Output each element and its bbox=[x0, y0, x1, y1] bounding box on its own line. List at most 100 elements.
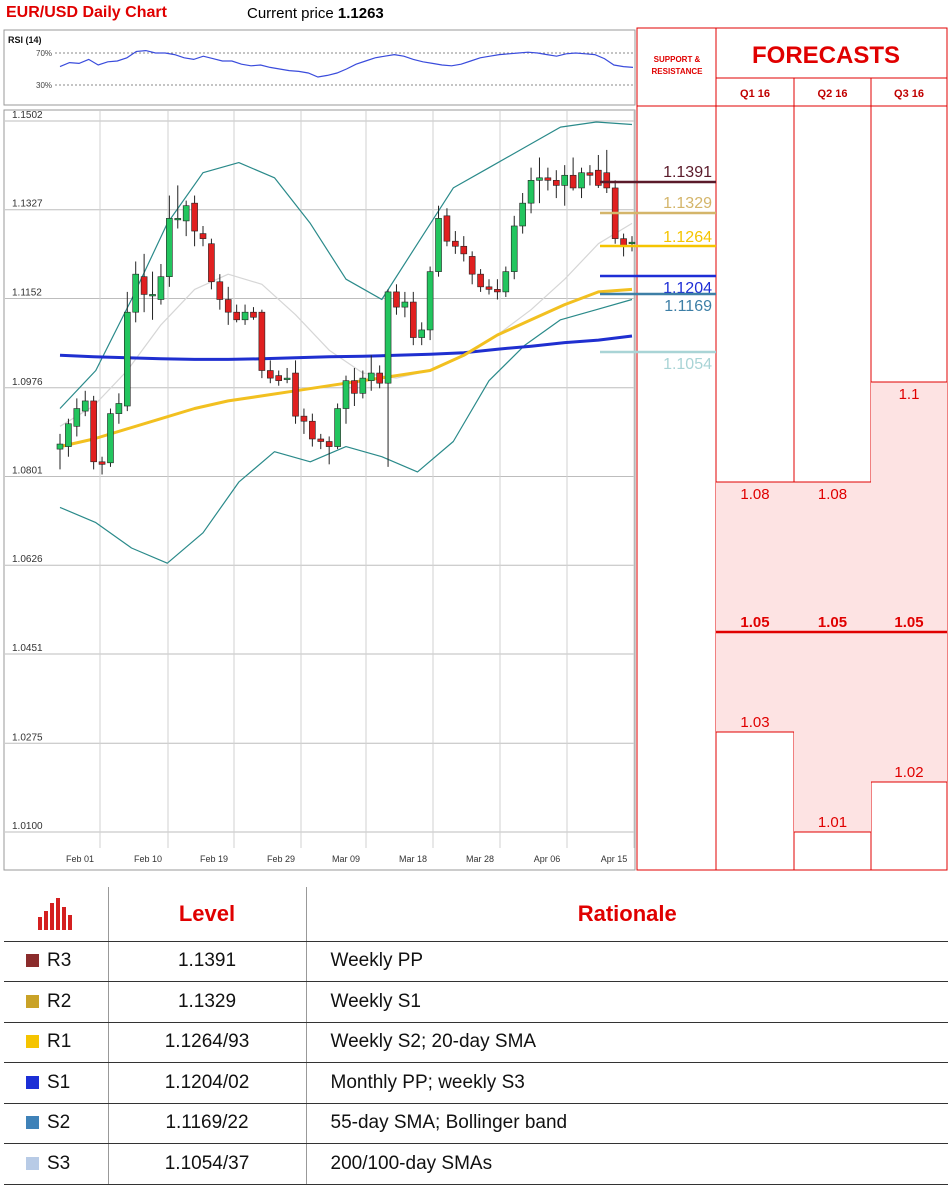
candle-body bbox=[107, 413, 114, 464]
table-row: R2 1.1329 Weekly S1 bbox=[4, 981, 948, 1023]
level-name-cell: R3 bbox=[4, 941, 109, 982]
candle-body bbox=[115, 403, 123, 414]
chart-title: EUR/USD Daily Chart bbox=[6, 4, 167, 21]
level-rationale: 55-day SMA; Bollinger band bbox=[306, 1103, 948, 1144]
candle-body bbox=[98, 461, 106, 465]
candle-body bbox=[292, 372, 299, 417]
candle-body bbox=[435, 218, 442, 272]
forecast-low-value: 1.01 bbox=[818, 814, 847, 831]
level-rationale: Weekly PP bbox=[306, 941, 948, 982]
candle-body bbox=[359, 377, 367, 394]
sr-level-value: 1.1054 bbox=[663, 356, 712, 373]
candle-body bbox=[157, 276, 165, 300]
sma-20-line bbox=[59, 222, 633, 427]
candle-body bbox=[586, 172, 594, 176]
candle-body bbox=[174, 218, 182, 221]
candle-body bbox=[393, 291, 400, 308]
x-tick-label: Mar 09 bbox=[332, 854, 360, 864]
y-tick-label: 1.0100 bbox=[12, 821, 43, 832]
level-rationale: Monthly PP; weekly S3 bbox=[306, 1062, 948, 1104]
table-header-row: Level Rationale bbox=[4, 887, 948, 942]
rsi-line bbox=[59, 49, 634, 78]
candle-body bbox=[595, 169, 602, 186]
levels-table: Level Rationale R3 1.1391 Weekly PP R2 1.132… bbox=[4, 887, 948, 1185]
price-panel: 1.1502 1.1327 1.1152 1.0976 1.0801 1.0626 1.04… bbox=[3, 109, 636, 871]
forecast-range-q2-16 bbox=[794, 482, 871, 832]
candle-body bbox=[418, 329, 426, 338]
candle-body bbox=[578, 172, 585, 189]
current-price-label: Current price bbox=[247, 5, 334, 22]
level-name-cell: R2 bbox=[4, 981, 109, 1023]
sr-level-value: 1.1391 bbox=[663, 164, 712, 181]
level-name: R3 bbox=[47, 950, 72, 972]
candle-body bbox=[149, 294, 156, 297]
level-value: 1.1391 bbox=[108, 941, 307, 982]
level-rationale: Weekly S1 bbox=[306, 981, 948, 1023]
forecast-mid-value: 1.05 bbox=[818, 614, 847, 631]
candle-body bbox=[342, 380, 350, 409]
table-row: R3 1.1391 Weekly PP bbox=[4, 941, 948, 982]
eurusd-chart: RSI (14) 70% 30% 1.1502 1.1327 1.1152 1.097… bbox=[3, 27, 948, 871]
level-name-cell: S1 bbox=[4, 1062, 109, 1104]
forecasts-title: FORECASTS bbox=[752, 42, 900, 69]
candle-body bbox=[376, 372, 383, 384]
x-tick-label: Apr 15 bbox=[601, 854, 628, 864]
level-name: S2 bbox=[47, 1112, 71, 1134]
candle-body bbox=[443, 215, 451, 242]
candle-body bbox=[258, 311, 266, 371]
candle-body bbox=[73, 408, 81, 427]
forecast-range-q1-16 bbox=[716, 482, 794, 732]
level-color-swatch bbox=[26, 1035, 39, 1049]
candle-body bbox=[309, 420, 316, 440]
x-tick-label: Apr 06 bbox=[534, 854, 561, 864]
level-value: 1.1329 bbox=[108, 981, 307, 1023]
forecast-low-value: 1.02 bbox=[894, 764, 923, 781]
forecast-mid-value: 1.05 bbox=[894, 614, 923, 631]
candle-body bbox=[81, 400, 89, 412]
forecast-high-value: 1.1 bbox=[899, 386, 920, 403]
level-color-swatch bbox=[26, 1075, 39, 1089]
level-value: 1.1169/22 bbox=[108, 1103, 307, 1144]
level-value: 1.1204/02 bbox=[108, 1062, 307, 1104]
forecast-high-value: 1.08 bbox=[740, 486, 769, 503]
y-tick-label: 1.0275 bbox=[12, 732, 43, 743]
candle-body bbox=[460, 245, 468, 255]
forecast-column-label: Q2 16 bbox=[818, 88, 848, 100]
level-name-cell: S3 bbox=[4, 1143, 109, 1185]
y-tick-label: 1.0626 bbox=[12, 554, 43, 565]
rsi-level-70: 70% bbox=[36, 49, 52, 58]
x-tick-label: Feb 29 bbox=[267, 854, 295, 864]
y-tick-label: 1.0976 bbox=[12, 377, 43, 388]
level-color-swatch bbox=[26, 1116, 39, 1130]
x-tick-label: Feb 01 bbox=[66, 854, 94, 864]
rsi-level-30: 30% bbox=[36, 81, 52, 90]
candle-body bbox=[494, 289, 501, 293]
forecast-panel: FORECASTS SUPPORT & RESISTANCE Q1 16 1.08… bbox=[600, 27, 948, 871]
candle-body bbox=[56, 443, 64, 450]
forecast-low-value: 1.03 bbox=[740, 714, 769, 731]
forecast-high-value: 1.08 bbox=[818, 486, 847, 503]
level-color-swatch bbox=[26, 1156, 39, 1170]
rationale-header: Rationale bbox=[306, 887, 948, 942]
candle-body bbox=[519, 202, 526, 227]
candle-body bbox=[275, 375, 283, 381]
candle-body bbox=[536, 177, 543, 181]
levels-table-grid: Level Rationale R3 1.1391 Weekly PP R2 1.132… bbox=[4, 887, 948, 1185]
candle-body bbox=[351, 380, 358, 394]
candle-body bbox=[603, 172, 611, 189]
x-tick-label: Feb 19 bbox=[200, 854, 228, 864]
candle-body bbox=[90, 400, 97, 463]
level-name: S1 bbox=[47, 1071, 71, 1093]
level-rationale: Weekly S2; 20-day SMA bbox=[306, 1022, 948, 1063]
level-name: R1 bbox=[47, 1031, 72, 1053]
x-tick-label: Mar 28 bbox=[466, 854, 494, 864]
table-header-icon-cell bbox=[4, 887, 109, 942]
candle-body bbox=[628, 241, 636, 245]
level-name-cell: S2 bbox=[4, 1103, 109, 1144]
candle-body bbox=[452, 240, 459, 247]
current-price-value: 1.1263 bbox=[337, 5, 384, 22]
candle-body bbox=[510, 225, 518, 272]
candle-body bbox=[426, 271, 434, 331]
candle-body bbox=[334, 408, 341, 447]
